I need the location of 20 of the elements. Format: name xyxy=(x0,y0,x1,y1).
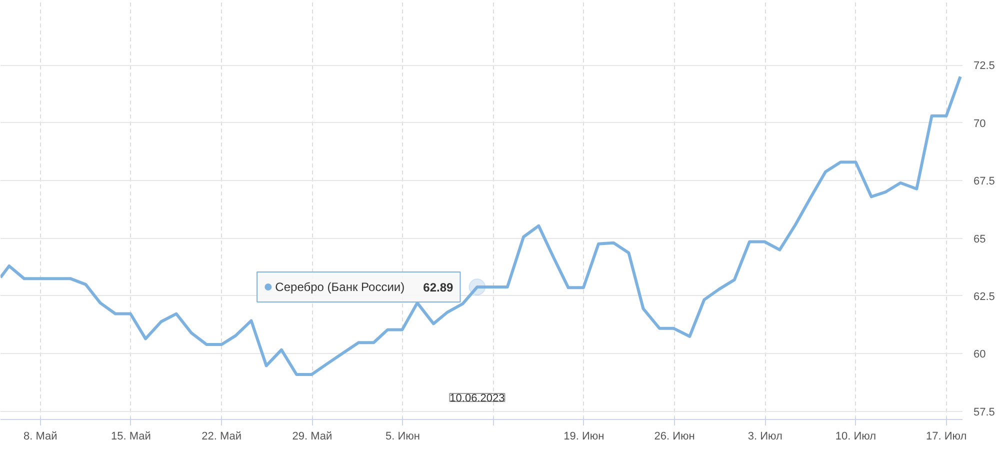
y-tick-label: 70 xyxy=(974,118,986,130)
y-tick-label: 72.5 xyxy=(974,60,995,72)
annotation: 62.89 xyxy=(423,280,454,294)
x-tick-label: 26. Июн xyxy=(654,430,695,442)
y-tick-label: 60 xyxy=(974,348,986,361)
y-tick-label: 67.5 xyxy=(974,176,995,188)
x-tick-label: 19. Июн xyxy=(564,430,604,442)
y-tick-label: 62.5 xyxy=(974,290,995,303)
y-tick-label: 65 xyxy=(974,233,986,246)
annotation: 10.06.2023 xyxy=(450,392,505,404)
x-tick-label: 29. Май xyxy=(292,430,332,442)
legend-label: Серебро (Банк России) xyxy=(275,280,405,294)
x-tick-label: 8. Май xyxy=(24,430,58,442)
x-tick-label: 22. Май xyxy=(202,430,242,442)
x-tick-label: 10. Июл xyxy=(835,430,876,442)
x-tick-label: 17. Июл xyxy=(926,430,967,442)
x-tick-label: 3. Июл xyxy=(748,430,782,442)
x-tick-label: 5. Июн xyxy=(386,430,420,442)
y-tick-label: 57.5 xyxy=(974,406,995,418)
x-tick-label: 15. Май xyxy=(111,430,151,442)
